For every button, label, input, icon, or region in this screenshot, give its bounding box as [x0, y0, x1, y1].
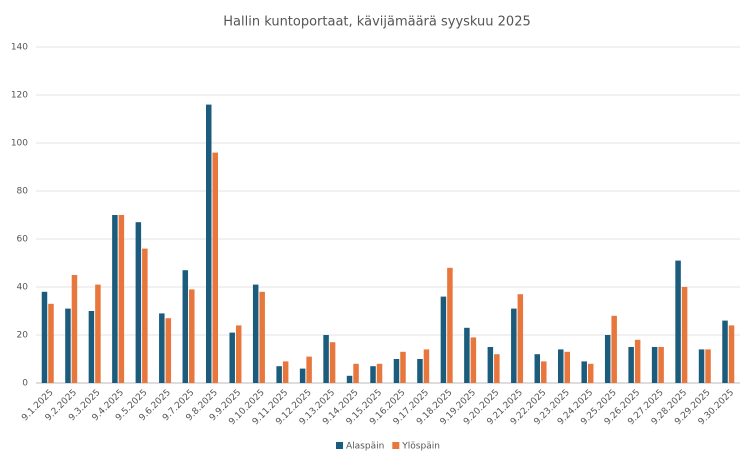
legend-swatch: [392, 442, 400, 449]
bar: [698, 349, 705, 383]
bar: [252, 284, 259, 383]
bar: [353, 363, 359, 383]
bar: [464, 327, 470, 383]
bar: [541, 361, 547, 383]
bar: [611, 315, 617, 383]
bar: [564, 351, 570, 383]
bar: [88, 311, 95, 383]
bar: [558, 349, 564, 383]
y-tick-label: 60: [17, 235, 29, 245]
bar: [651, 347, 658, 383]
bar: [534, 354, 541, 383]
bar: [494, 354, 500, 383]
bar: [511, 308, 517, 383]
bar: [48, 303, 54, 383]
bar: [393, 359, 400, 383]
bar: [604, 335, 611, 383]
bar: [447, 267, 453, 383]
bar: [681, 287, 688, 383]
bar: [728, 325, 735, 383]
bar: [722, 320, 728, 383]
y-tick-label: 20: [17, 331, 29, 341]
legend-label: Alaspäin: [346, 442, 384, 452]
legend-label: Ylöspäin: [401, 442, 440, 452]
bar: [400, 351, 406, 383]
y-tick-label: 140: [11, 43, 28, 53]
bar: [440, 296, 447, 383]
bar: [323, 335, 329, 383]
y-tick-label: 120: [11, 91, 28, 101]
bar: [376, 363, 383, 383]
bar: [346, 375, 353, 383]
bar: [587, 363, 594, 383]
bar: [142, 248, 148, 383]
chart-title: Hallin kuntoportaat, kävijämäärä syyskuu…: [223, 15, 531, 30]
bar: [658, 347, 664, 383]
bar: [417, 359, 423, 383]
bar: [235, 325, 242, 383]
bar: [517, 294, 524, 383]
bar: [423, 349, 430, 383]
bar: [135, 222, 142, 383]
bar: [259, 291, 265, 383]
bar: [581, 361, 587, 383]
bar: [487, 347, 494, 383]
bar: [329, 342, 336, 383]
bar: [71, 275, 78, 383]
bar: [229, 332, 235, 383]
bar: [212, 152, 218, 383]
bar: [41, 291, 48, 383]
bar: [159, 313, 165, 383]
bar: [470, 337, 477, 383]
bar: [95, 284, 101, 383]
bar: [276, 366, 282, 383]
bar: [675, 260, 681, 383]
legend-swatch: [336, 442, 343, 449]
bar: [189, 289, 195, 383]
y-tick-label: 80: [17, 187, 29, 197]
bar: [628, 347, 634, 383]
y-tick-label: 100: [11, 139, 28, 149]
bar: [112, 215, 118, 383]
bar: [299, 368, 306, 383]
y-tick-label: 40: [17, 283, 29, 293]
bar: [65, 308, 71, 383]
bar: [206, 104, 212, 383]
bar: [306, 356, 312, 383]
bar: [705, 349, 711, 383]
bar: [118, 215, 125, 383]
bar: [182, 270, 189, 383]
bar: [634, 339, 641, 383]
bar: [282, 361, 289, 383]
y-tick-label: 0: [22, 379, 28, 389]
bar: [165, 318, 172, 383]
bar: [370, 366, 376, 383]
